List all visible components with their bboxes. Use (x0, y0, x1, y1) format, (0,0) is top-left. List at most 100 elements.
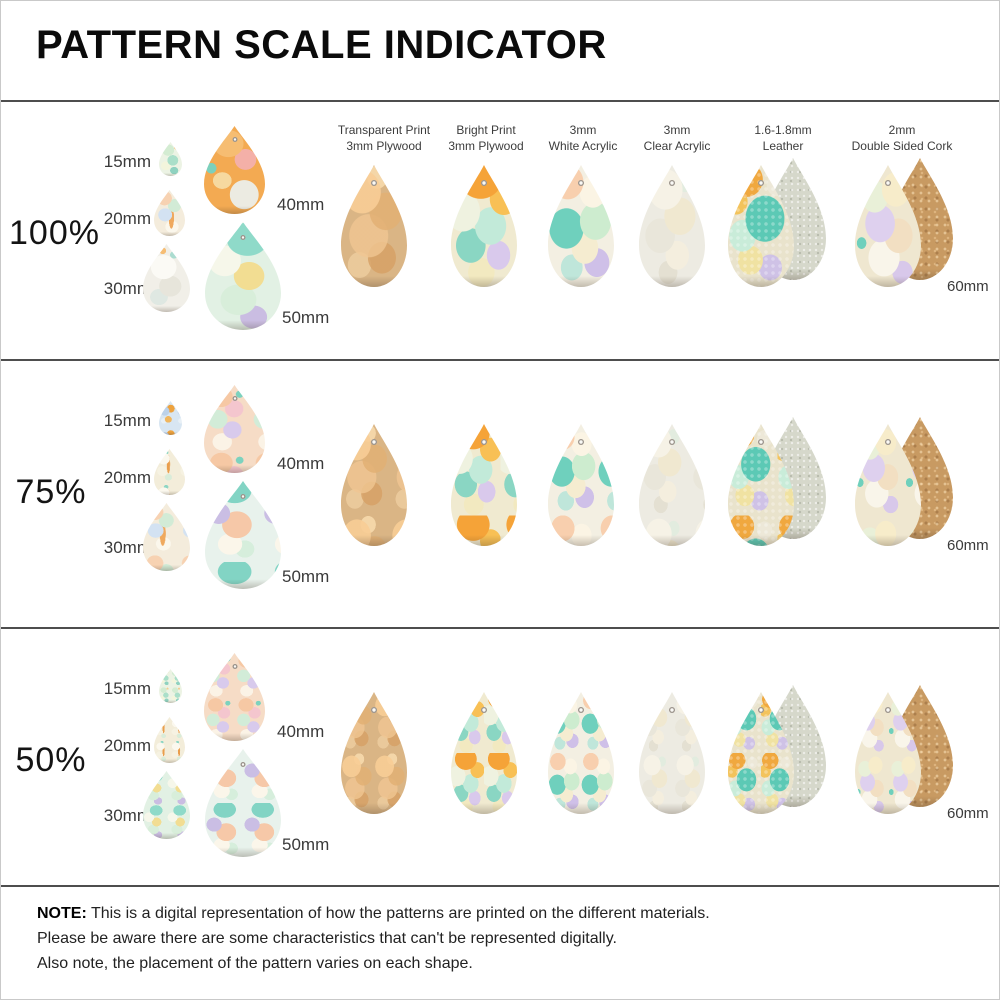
column-header: 1.6-1.8mm Leather (754, 123, 812, 154)
note-line-3: Also note, the placement of the pattern … (37, 955, 473, 972)
size-label-30mm: 30mm (103, 806, 151, 825)
size-label-60mm: 60mm (947, 537, 989, 554)
material-teardrop-wood (341, 424, 407, 546)
column-header: 2mm Double Sided Cork (851, 123, 953, 154)
hanging-hole (669, 439, 675, 445)
size-label-50mm: 50mm (282, 567, 330, 586)
note: NOTE: This is a digital representation o… (37, 901, 877, 976)
edge-shade (159, 669, 182, 703)
demo-teardrop-20mm (154, 190, 185, 236)
edge-shade (143, 771, 190, 839)
size-label-40mm: 40mm (277, 722, 325, 741)
material-teardrop-acrylic (548, 424, 614, 546)
hanging-hole (232, 396, 237, 401)
hanging-hole (241, 494, 246, 499)
size-label-60mm: 60mm (947, 805, 989, 822)
column-header: Transparent Print 3mm Plywood (337, 123, 431, 154)
hanging-hole (481, 180, 487, 186)
material-teardrop-clear (639, 692, 705, 814)
hanging-hole (241, 762, 246, 767)
hanging-hole (371, 180, 377, 186)
hanging-hole (578, 707, 584, 713)
page-title: PATTERN SCALE INDICATOR (36, 23, 607, 67)
size-label-15mm: 15mm (103, 679, 151, 698)
demo-teardrop-50mm (205, 222, 281, 330)
size-label-50mm: 50mm (282, 308, 330, 327)
note-text-1: This is a digital representation of how … (90, 905, 710, 922)
divider-top (1, 100, 999, 102)
edge-shade (159, 401, 182, 435)
demo-teardrop-30mm (143, 771, 190, 839)
size-label-40mm: 40mm (277, 195, 325, 214)
column-header: 3mm Clear Acrylic (643, 123, 711, 154)
hanging-hole (885, 180, 891, 186)
size-label-15mm: 15mm (103, 411, 151, 430)
hanging-hole (578, 439, 584, 445)
hanging-hole (669, 180, 675, 186)
pattern-fill (159, 401, 182, 435)
hanging-hole (371, 439, 377, 445)
edge-shade (143, 503, 190, 571)
size-label-30mm: 30mm (103, 538, 151, 557)
pattern-fill (159, 669, 182, 703)
material-teardrop-clear (639, 165, 705, 287)
hanging-hole (758, 439, 764, 445)
hanging-hole (578, 180, 584, 186)
hanging-hole (885, 439, 891, 445)
demo-teardrop-30mm (143, 244, 190, 312)
size-label-40mm: 40mm (277, 454, 325, 473)
hanging-hole (371, 707, 377, 713)
divider-row-2-3 (1, 627, 999, 629)
size-label-60mm: 60mm (947, 278, 989, 295)
edge-shade (154, 717, 185, 763)
edge-shade (159, 142, 182, 176)
divider-row-1-2 (1, 359, 999, 361)
demo-teardrop-15mm (159, 142, 182, 176)
scale-label: 75% (15, 473, 87, 511)
scale-row-75: 75% 15mm 20mm 30mm 40mm 50mm 60mm (1, 361, 999, 627)
size-label-30mm: 30mm (103, 279, 151, 298)
edge-shade (154, 449, 185, 495)
size-label-20mm: 20mm (103, 209, 151, 228)
demo-teardrop-15mm (159, 669, 182, 703)
column-header: 3mm White Acrylic (548, 123, 618, 154)
note-line-2: Please be aware there are some character… (37, 930, 617, 947)
note-line-1: NOTE: This is a digital representation o… (37, 901, 877, 926)
size-label-20mm: 20mm (103, 736, 151, 755)
hanging-hole (241, 235, 246, 240)
material-teardrop-wood (341, 692, 407, 814)
column-header: Bright Print 3mm Plywood (448, 123, 524, 154)
size-label-20mm: 20mm (103, 468, 151, 487)
demo-teardrop-15mm (159, 401, 182, 435)
hanging-hole (232, 137, 237, 142)
divider-bottom (1, 885, 999, 887)
scale-label: 100% (9, 214, 100, 252)
material-teardrop-bright (451, 424, 517, 546)
material-teardrop-bright (451, 165, 517, 287)
demo-teardrop-50mm (205, 749, 281, 857)
material-teardrop-wood (341, 165, 407, 287)
hanging-hole (885, 707, 891, 713)
hanging-hole (481, 707, 487, 713)
demo-teardrop-40mm (204, 126, 265, 214)
hanging-hole (481, 439, 487, 445)
material-teardrop-acrylic (548, 692, 614, 814)
scale-row-100: 100% Transparent Print 3mm Plywood Bright … (1, 102, 999, 359)
hanging-hole (758, 707, 764, 713)
demo-teardrop-20mm (154, 717, 185, 763)
material-teardrop-acrylic (548, 165, 614, 287)
hanging-hole (758, 180, 764, 186)
edge-shade (143, 244, 190, 312)
demo-teardrop-40mm (204, 385, 265, 473)
size-label-50mm: 50mm (282, 835, 330, 854)
material-teardrop-bright (451, 692, 517, 814)
note-prefix: NOTE: (37, 905, 87, 922)
pattern-fill (159, 142, 182, 176)
demo-teardrop-30mm (143, 503, 190, 571)
scale-row-50: 50% 15mm 20mm 30mm 40mm 50mm 60mm (1, 629, 999, 885)
hanging-hole (232, 664, 237, 669)
material-teardrop-clear (639, 424, 705, 546)
demo-teardrop-40mm (204, 653, 265, 741)
demo-teardrop-20mm (154, 449, 185, 495)
